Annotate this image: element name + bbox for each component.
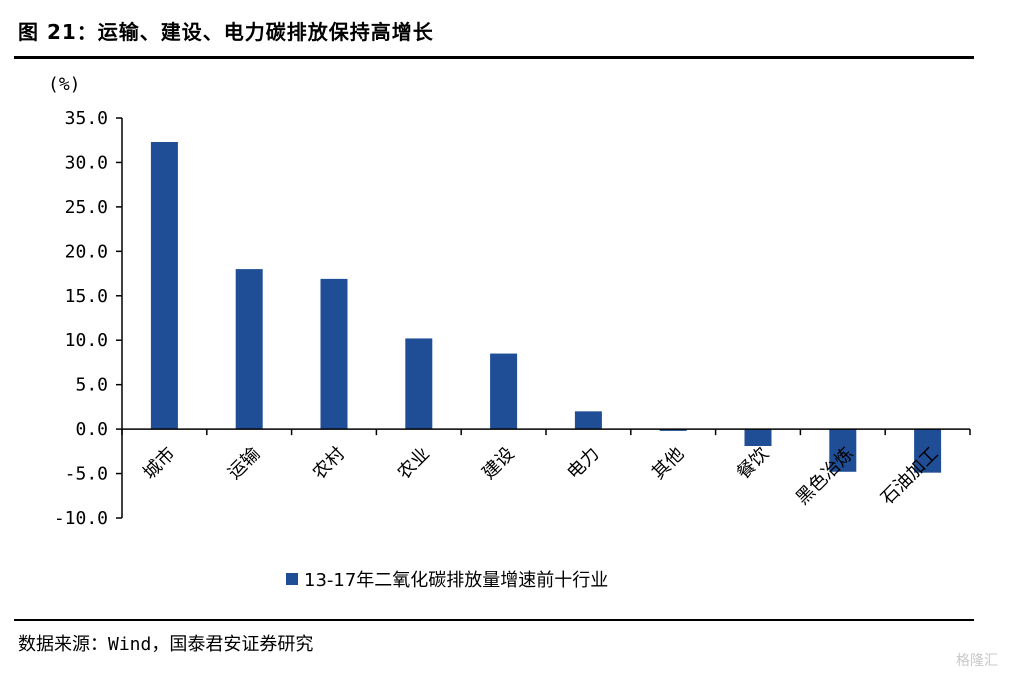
bar-6 — [659, 429, 687, 431]
y-tick-label: 25.0 — [65, 197, 108, 218]
y-tick-label: -10.0 — [54, 508, 108, 529]
y-tick-label: 5.0 — [75, 375, 108, 396]
y-tick-label: 15.0 — [65, 286, 108, 307]
y-tick-label: 10.0 — [65, 330, 108, 351]
category-label: 石油加工 — [877, 443, 943, 509]
legend-swatch — [286, 573, 298, 585]
category-label: 建设 — [478, 443, 518, 483]
bars-group — [150, 142, 942, 473]
category-label: 其他 — [648, 443, 688, 483]
bar-7 — [744, 429, 772, 446]
y-tick-label: 35.0 — [65, 108, 108, 129]
category-label: 电力 — [563, 443, 603, 483]
bar-9 — [914, 429, 942, 473]
category-label: 农业 — [394, 443, 434, 483]
y-axis-unit-label: (%) — [48, 74, 81, 95]
bar-2 — [320, 278, 348, 430]
y-tick-label: 30.0 — [65, 152, 108, 173]
bar-1 — [235, 269, 263, 430]
figure-title: 图 21：运输、建设、电力碳排放保持高增长 — [18, 20, 434, 44]
y-tick-label: -5.0 — [65, 464, 108, 485]
x-axis-ticks — [121, 429, 971, 436]
y-tick-label: 0.0 — [75, 419, 108, 440]
category-labels: 城市 运输 农村 农业 建设 电力 其他 餐饮 黑色冶炼 石油加工 — [139, 443, 943, 509]
y-tick-label: 20.0 — [65, 241, 108, 262]
category-label: 餐饮 — [733, 443, 773, 483]
bar-3 — [405, 338, 433, 430]
legend-label: 13-17年二氧化碳排放量增速前十行业 — [304, 570, 608, 591]
bar-8 — [829, 429, 857, 472]
bar-5 — [574, 411, 602, 430]
source-rule — [14, 619, 974, 621]
bar-4 — [490, 353, 518, 430]
source-note: 数据来源：Wind，国泰君安证券研究 — [18, 634, 314, 655]
category-label: 黑色冶炼 — [792, 443, 858, 509]
legend: 13-17年二氧化碳排放量增速前十行业 — [286, 570, 608, 591]
category-label: 农村 — [309, 443, 349, 483]
category-label: 运输 — [224, 443, 264, 483]
watermark: 格隆汇 — [956, 653, 998, 669]
y-axis-ticks: 35.0 30.0 25.0 20.0 15.0 10.0 5.0 0.0 -5.0 -10.0 — [54, 108, 122, 529]
title-rule — [14, 56, 974, 59]
bar-0 — [150, 142, 178, 430]
category-label: 城市 — [139, 443, 179, 483]
